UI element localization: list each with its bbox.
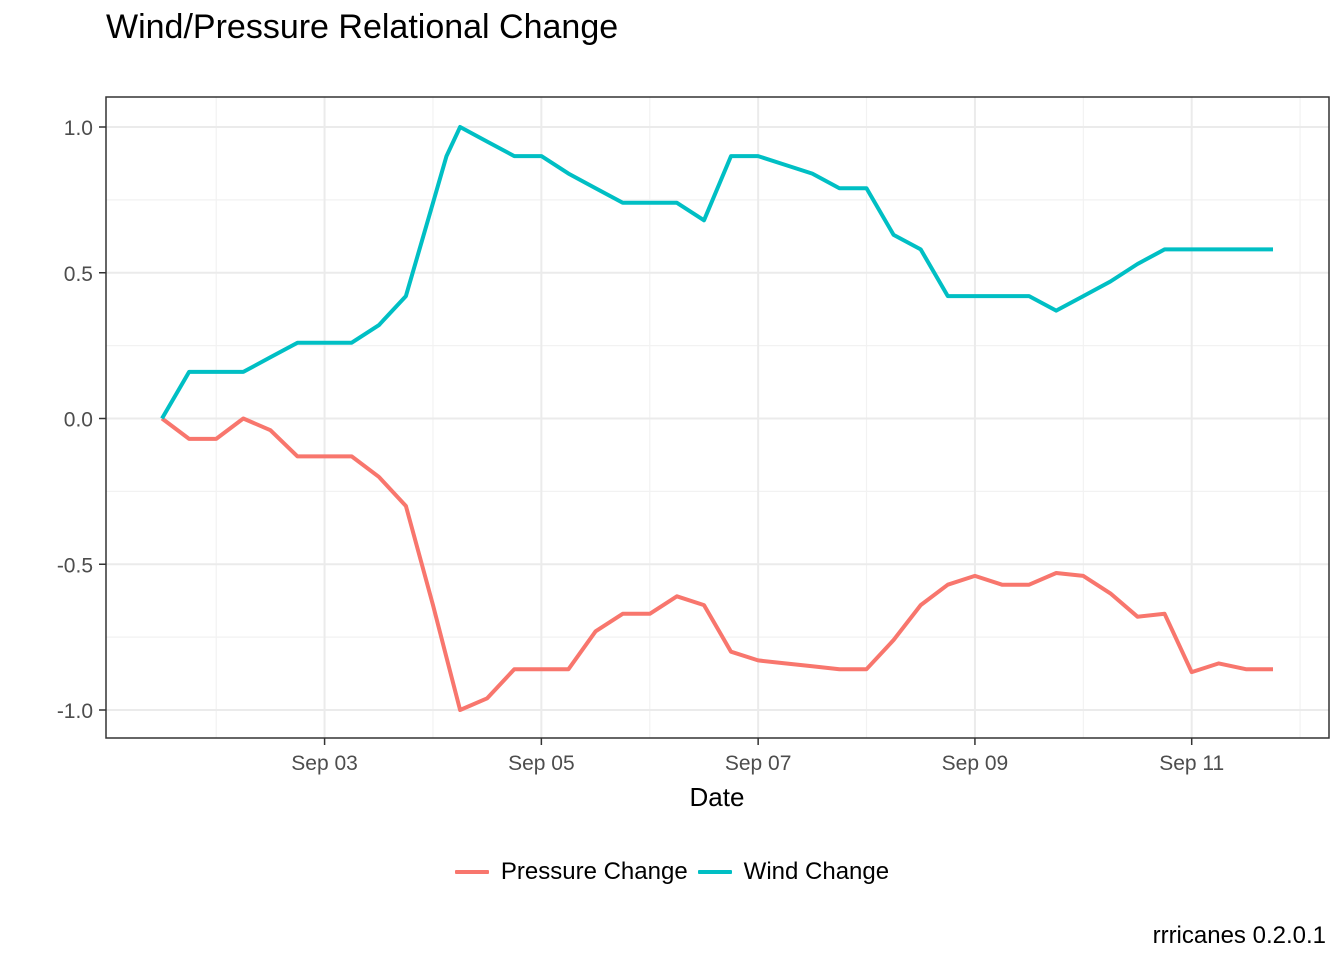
legend-item: Wind Change <box>697 858 890 886</box>
legend-key <box>697 870 732 874</box>
panel-border <box>105 96 1330 739</box>
caption: rrricanes 0.2.0.1 <box>1152 922 1326 949</box>
series-lines <box>160 125 1273 712</box>
grid <box>106 97 1329 738</box>
series-line-wind-change <box>160 125 1273 420</box>
x-axis: Sep 03 Sep 05 Sep 07 Sep 09 Sep 11 <box>291 738 1224 775</box>
y-tick-label: 1.0 <box>64 117 93 140</box>
chart-title: Wind/Pressure Relational Change <box>106 8 619 46</box>
legend-item: Pressure Change <box>454 858 688 886</box>
x-tick-label: Sep 05 <box>508 752 575 775</box>
y-tick-label: -0.5 <box>57 554 93 577</box>
x-axis-label: Date <box>690 782 745 812</box>
y-tick-label: -1.0 <box>57 700 93 723</box>
legend-label: Wind Change <box>743 858 890 885</box>
x-tick-label: Sep 07 <box>725 752 792 775</box>
legend-label: Pressure Change <box>500 858 688 885</box>
y-axis: -1.0 -0.5 0.0 0.5 1.0 <box>57 117 106 723</box>
series-line-pressure-change <box>160 416 1273 712</box>
legend: Pressure Change Wind Change <box>0 858 1344 886</box>
x-tick-label: Sep 11 <box>1159 752 1224 775</box>
x-tick-label: Sep 03 <box>291 752 358 775</box>
y-tick-label: 0.0 <box>64 409 93 432</box>
x-tick-label: Sep 09 <box>942 752 1009 775</box>
y-tick-label: 0.5 <box>64 263 93 286</box>
legend-key <box>454 870 489 874</box>
